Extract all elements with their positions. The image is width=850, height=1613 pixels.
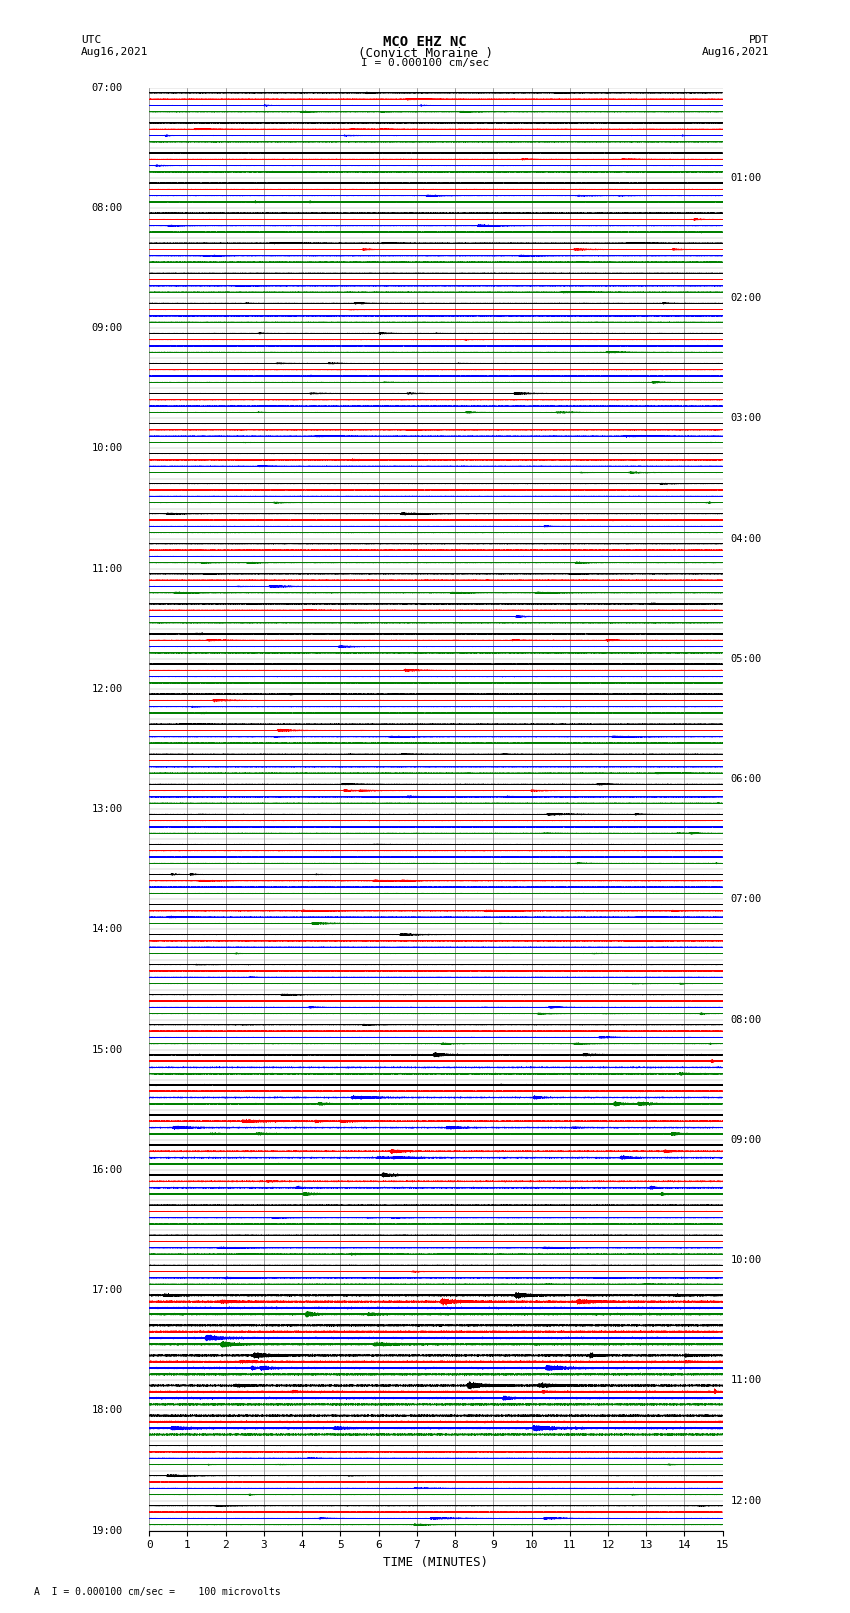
Text: 13:00: 13:00	[91, 805, 122, 815]
Text: MCO EHZ NC: MCO EHZ NC	[383, 35, 467, 50]
Text: PDT: PDT	[749, 35, 769, 45]
Text: 07:00: 07:00	[730, 894, 762, 905]
Text: 11:00: 11:00	[91, 563, 122, 574]
Text: 05:00: 05:00	[730, 653, 762, 665]
Text: 12:00: 12:00	[91, 684, 122, 694]
Text: UTC: UTC	[81, 35, 101, 45]
Text: 16:00: 16:00	[91, 1165, 122, 1174]
Text: 10:00: 10:00	[730, 1255, 762, 1265]
Text: Aug16,2021: Aug16,2021	[702, 47, 769, 56]
Text: 11:00: 11:00	[730, 1376, 762, 1386]
Text: 09:00: 09:00	[730, 1136, 762, 1145]
Text: 04:00: 04:00	[730, 534, 762, 544]
Text: 03:00: 03:00	[730, 413, 762, 424]
Text: 18:00: 18:00	[91, 1405, 122, 1416]
Text: 19:00: 19:00	[91, 1526, 122, 1536]
Text: 09:00: 09:00	[91, 323, 122, 334]
Text: 17:00: 17:00	[91, 1286, 122, 1295]
Text: 12:00: 12:00	[730, 1495, 762, 1505]
Text: 07:00: 07:00	[91, 82, 122, 92]
Text: 08:00: 08:00	[91, 203, 122, 213]
Text: Aug16,2021: Aug16,2021	[81, 47, 148, 56]
Text: (Convict Moraine ): (Convict Moraine )	[358, 47, 492, 60]
Text: 08:00: 08:00	[730, 1015, 762, 1024]
Text: 02:00: 02:00	[730, 294, 762, 303]
Text: 14:00: 14:00	[91, 924, 122, 934]
Text: 15:00: 15:00	[91, 1045, 122, 1055]
Text: 01:00: 01:00	[730, 173, 762, 182]
Text: 10:00: 10:00	[91, 444, 122, 453]
Text: A  I = 0.000100 cm/sec =    100 microvolts: A I = 0.000100 cm/sec = 100 microvolts	[34, 1587, 280, 1597]
Text: 06:00: 06:00	[730, 774, 762, 784]
Text: I = 0.000100 cm/sec: I = 0.000100 cm/sec	[361, 58, 489, 68]
X-axis label: TIME (MINUTES): TIME (MINUTES)	[383, 1557, 489, 1569]
